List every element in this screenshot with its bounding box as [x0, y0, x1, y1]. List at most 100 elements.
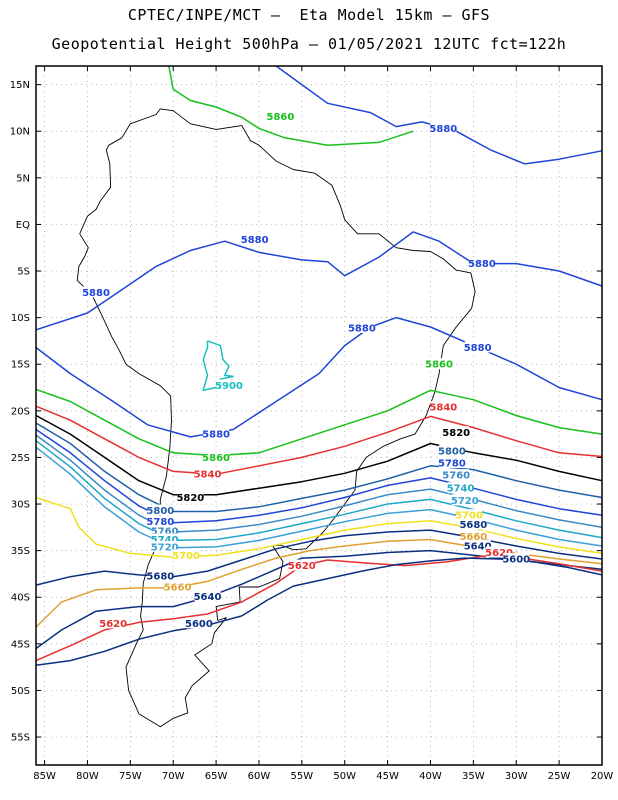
contour-label-bg [468, 257, 495, 269]
contour-label-bg [173, 549, 200, 561]
lat-tick-label: 5S [17, 267, 30, 278]
contour-5900 [202, 340, 234, 392]
contour-label-bg [267, 110, 294, 122]
contour-label-bg [241, 233, 268, 245]
contour-label-bg [460, 530, 487, 542]
contour-label-5840: 5840 [194, 470, 222, 481]
lon-tick-label: 20W [591, 771, 614, 782]
map-title-line2: Geopotential Height 500hPa – 01/05/2021 … [51, 35, 567, 53]
contour-label-5820: 5820 [176, 493, 204, 504]
contour-5820 [35, 414, 603, 496]
contour-label-5720: 5720 [451, 496, 479, 507]
contour-label-bg [443, 469, 470, 481]
contour-label-5600: 5600 [502, 555, 530, 566]
lat-tick-label: 20S [11, 406, 30, 417]
contour-label-5700: 5700 [455, 511, 483, 522]
contour-5780 [35, 428, 603, 524]
contour-label-bg [177, 491, 204, 503]
contour-label-5620: 5620 [288, 561, 316, 572]
lat-tick-label: 55S [11, 733, 30, 744]
lat-tick-label: 40S [11, 593, 30, 604]
contour-label-5880: 5880 [429, 124, 457, 135]
contour-label-5620: 5620 [99, 619, 127, 630]
contour-label-5880: 5880 [82, 288, 110, 299]
lat-tick-label: 50S [11, 686, 30, 697]
contour-label-bg [100, 617, 127, 629]
contour-label-5880: 5880 [202, 430, 230, 441]
contour-5880 [35, 316, 603, 438]
contour-label-5640: 5640 [464, 541, 492, 552]
contour-labels: 5880 5880 5880 5880 5880 5880 5880 5860 5860 5860… [82, 110, 530, 630]
lat-tick-label: 25S [11, 453, 30, 464]
lon-tick-label: 85W [33, 771, 56, 782]
contour-label-5880: 5880 [464, 343, 492, 354]
land-borders [76, 108, 476, 728]
contour-label-bg [203, 428, 230, 440]
contour-label-5820: 5820 [442, 428, 470, 439]
contour-label-bg [447, 482, 474, 494]
height-contours [35, 65, 603, 667]
contour-label-bg [185, 617, 212, 629]
contour-label-bg [288, 559, 315, 571]
contour-label-5740: 5740 [447, 484, 475, 495]
contour-5760 [35, 434, 603, 533]
contour-label-5740: 5740 [151, 535, 179, 546]
contour-label-5760: 5760 [151, 527, 179, 538]
contour-label-bg [203, 451, 230, 463]
lon-tick-label: 25W [548, 771, 571, 782]
contour-label-bg [430, 401, 457, 413]
contour-label-5680: 5680 [459, 520, 487, 531]
contour-label-bg [451, 494, 478, 506]
contour-label-5880: 5880 [241, 235, 269, 246]
lon-tick-label: 55W [291, 771, 314, 782]
contour-label-bg [348, 321, 375, 333]
contour-5660 [35, 538, 603, 628]
contour-5880 [275, 65, 603, 165]
south-america-coastline [76, 108, 476, 728]
contour-label-bg [194, 468, 221, 480]
contour-label-bg [426, 358, 453, 370]
contour-label-5780: 5780 [438, 459, 466, 470]
map-title-line1: CPTEC/INPE/MCT – Eta Model 15km – GFS [127, 6, 491, 24]
lat-tick-label: EQ [16, 220, 30, 231]
contour-label-5720: 5720 [151, 542, 179, 553]
contour-label-bg [151, 525, 178, 537]
contour-label-5880: 5880 [468, 259, 496, 270]
lon-tick-label: 80W [76, 771, 99, 782]
contour-label-5780: 5780 [146, 517, 174, 528]
map-frame [35, 65, 603, 766]
lat-tick-label: 15N [10, 80, 30, 91]
contour-5720 [35, 446, 603, 549]
contour-label-bg [151, 533, 178, 545]
contour-label-5700: 5700 [172, 551, 200, 562]
contour-label-5880: 5880 [348, 323, 376, 334]
contour-label-5860: 5860 [266, 112, 294, 123]
contour-label-bg [194, 590, 221, 602]
contour-label-5660: 5660 [164, 582, 192, 593]
contour-label-bg [147, 569, 174, 581]
lat-tick-label: 5N [16, 173, 30, 184]
lat-tick-label: 15S [11, 360, 30, 371]
contour-5700 [35, 496, 603, 558]
contour-label-bg [83, 286, 110, 298]
contour-label-bg [464, 341, 491, 353]
contour-5840 [35, 405, 603, 475]
contour-label-bg [147, 515, 174, 527]
contour-label-bg [443, 426, 470, 438]
lon-tick-label: 65W [205, 771, 228, 782]
contour-label-5860: 5860 [425, 360, 453, 371]
lon-tick-label: 40W [419, 771, 442, 782]
lon-tick-label: 60W [248, 771, 271, 782]
lon-tick-label: 50W [333, 771, 356, 782]
lat-tick-label: 30S [11, 500, 30, 511]
contour-label-bg [438, 444, 465, 456]
contour-label-5840: 5840 [429, 403, 457, 414]
axis-labels: 15N 10N 5N EQ 5S 10S 15S 20S 25S 30S 35S 40S 45S 50S 5… [10, 66, 614, 782]
contour-label-bg [460, 518, 487, 530]
contour-label-5620: 5620 [485, 548, 513, 559]
contour-label-5800: 5800 [438, 446, 466, 457]
contour-label-5640: 5640 [194, 592, 222, 603]
contour-label-5860: 5860 [202, 453, 230, 464]
contour-label-bg [503, 553, 530, 565]
